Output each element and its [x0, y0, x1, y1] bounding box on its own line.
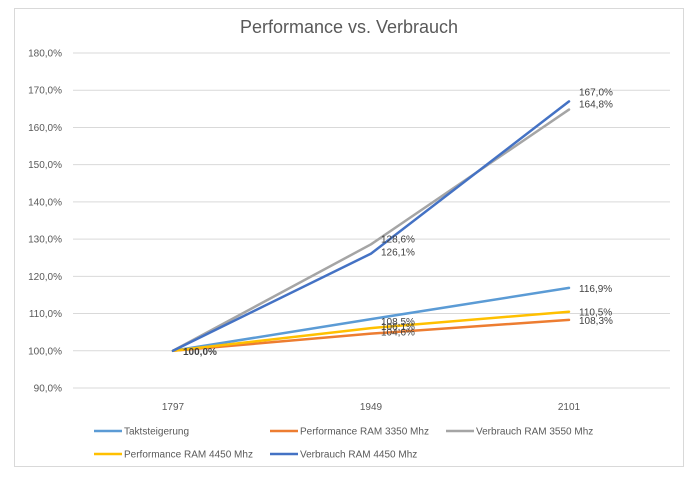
chart-frame: [14, 8, 684, 467]
chart-title: Performance vs. Verbrauch: [240, 17, 458, 37]
legend-label: Verbrauch RAM 4450 Mhz: [300, 450, 417, 461]
legend-label: Verbrauch RAM 3550 Mhz: [476, 427, 593, 438]
legend-label: Performance RAM 3350 Mhz: [300, 427, 429, 438]
series-line: [171, 318, 571, 353]
y-tick-label: 180,0%: [28, 49, 62, 60]
series-lines: [171, 100, 571, 353]
y-tick-label: 130,0%: [28, 235, 62, 246]
y-tick-label: 110,0%: [29, 309, 62, 320]
data-label: 128,6%: [381, 234, 415, 245]
legend: Taktsteigerung Performance RAM 3350 Mhz Ve…: [94, 427, 593, 461]
data-label: 108,3%: [579, 316, 613, 327]
data-label: 126,1%: [381, 248, 415, 259]
series-line: [171, 310, 571, 353]
series-line: [171, 108, 571, 353]
x-tick-label: 2101: [558, 402, 581, 413]
y-tick-label: 90,0%: [34, 384, 62, 395]
data-label: 104,6%: [381, 328, 415, 339]
data-label: 108,5%: [381, 317, 415, 328]
y-tick-label: 170,0%: [28, 86, 62, 97]
data-labels: 108,5% 116,9% 104,6% 108,3% 128,6% 164,8% 106,…: [183, 87, 613, 357]
data-label: 116,9%: [579, 284, 612, 295]
y-tick-label: 160,0%: [28, 123, 62, 134]
legend-label: Performance RAM 4450 Mhz: [124, 450, 253, 461]
y-tick-label: 150,0%: [28, 160, 62, 171]
x-tick-label: 1949: [360, 402, 383, 413]
data-label: 110,5%: [579, 308, 612, 319]
x-axis-ticks: 1797 1949 2101: [162, 402, 581, 413]
data-label: 100,0%: [183, 347, 217, 358]
data-label: 106,1%: [381, 322, 415, 333]
data-label: 167,0%: [579, 87, 613, 98]
x-tick-label: 1797: [162, 402, 185, 413]
data-label: 164,8%: [579, 100, 613, 111]
series-line: [171, 100, 571, 353]
y-axis-ticks: 90,0% 100,0% 110,0% 120,0% 130,0% 140,0% 150,0…: [28, 49, 62, 395]
legend-label: Taktsteigerung: [124, 427, 189, 438]
y-tick-label: 140,0%: [28, 197, 62, 208]
y-tick-label: 120,0%: [28, 272, 62, 283]
y-tick-label: 100,0%: [28, 346, 62, 357]
series-line: [171, 286, 571, 353]
